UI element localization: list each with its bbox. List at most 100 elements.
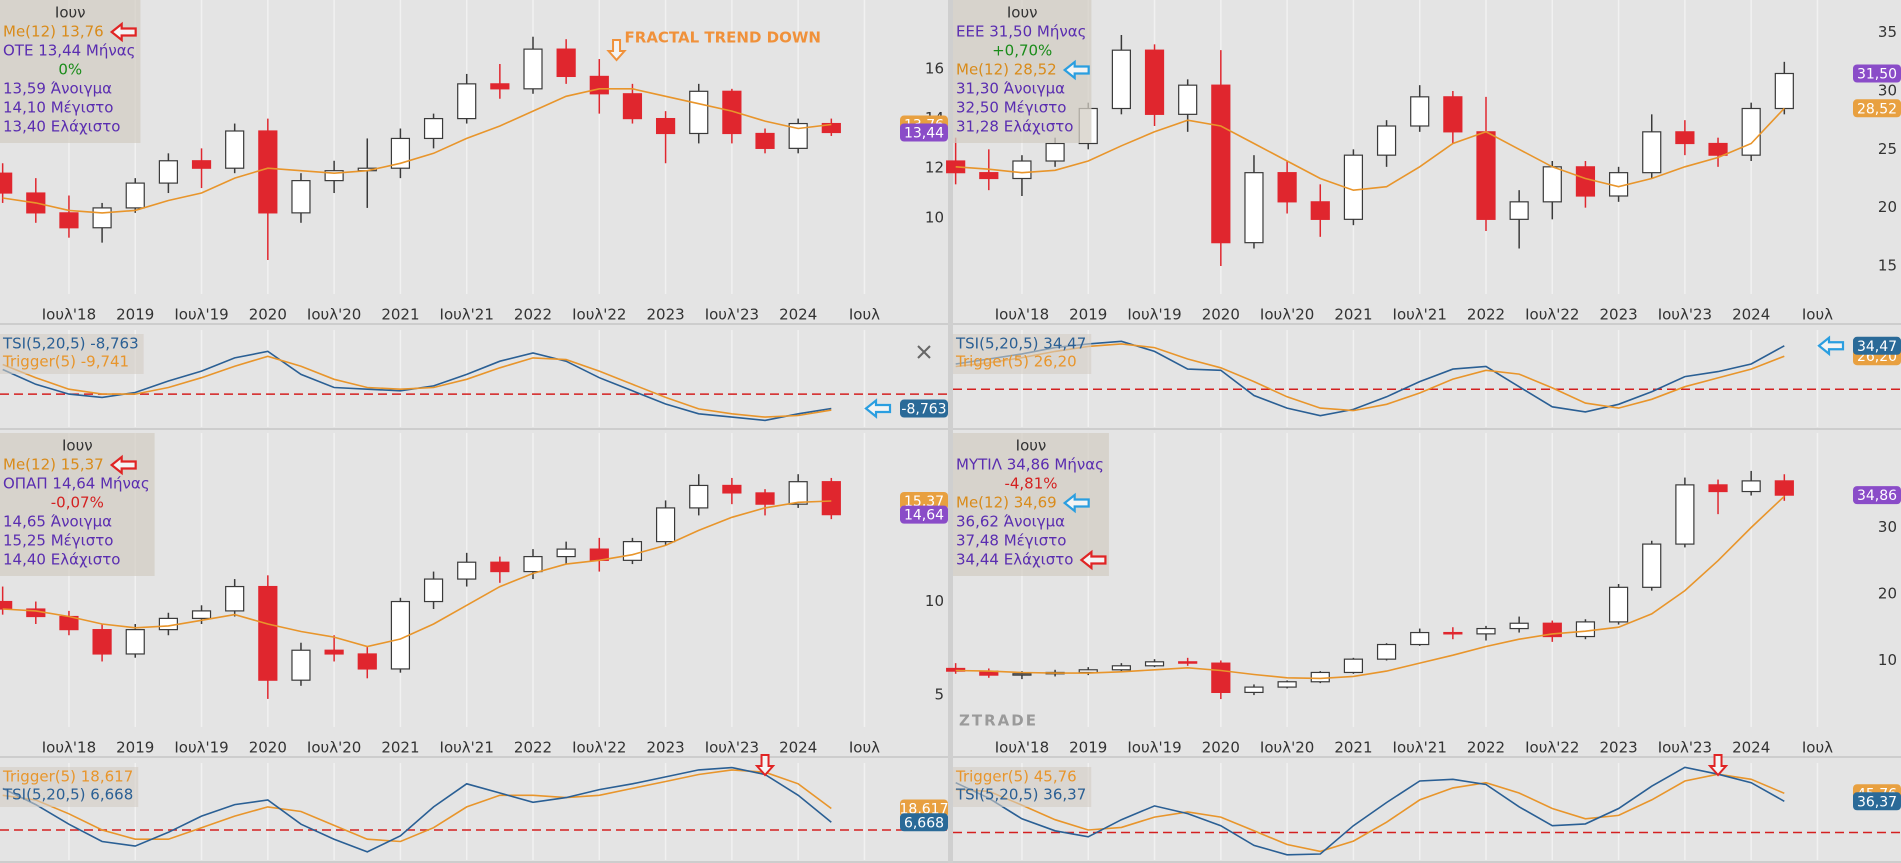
info-box [0, 433, 155, 576]
indicator-tag [900, 813, 948, 832]
info-box [0, 0, 141, 143]
candle-body [722, 484, 742, 494]
y-tick-label: 15 [1878, 257, 1897, 275]
info-text: +0,70% [992, 42, 1052, 60]
candle-body [1774, 480, 1794, 496]
y-tick-label: 35 [1878, 23, 1897, 41]
x-tick-label: 2022 [514, 739, 552, 757]
indicator-line [2, 769, 832, 843]
info-arrow [1079, 549, 1107, 571]
candle-body [1343, 658, 1364, 674]
candle-body [191, 610, 212, 619]
x-tick-label: Ιουλ'19 [1127, 306, 1181, 324]
legend-entry: TSI(5,20,5) -8,763 [2, 335, 139, 353]
candle-body [1277, 172, 1297, 203]
indicator-line [955, 766, 1785, 856]
x-tick-label: Ιουλ'22 [572, 739, 626, 757]
info-text: 37,48 Μέγιστο [956, 532, 1066, 550]
y-tick-label: 30 [1878, 82, 1897, 100]
close-button[interactable] [917, 345, 931, 359]
candle-body [1144, 49, 1165, 115]
indicator-tag [1853, 792, 1901, 811]
watermark: ZTRADE [959, 712, 1038, 730]
legend-entry: TSI(5,20,5) 36,37 [955, 786, 1086, 804]
x-tick-label: Ιουλ'23 [705, 306, 759, 324]
chart-panel: Ιουλ'18 2019 Ιουλ'19 2020 Ιουλ'20 2021 Ιουλ'21… [0, 0, 948, 430]
annotation-arrow [606, 39, 627, 62]
x-tick-label: 2023 [646, 739, 684, 757]
legend-entry: Trigger(5) 18,617 [2, 768, 133, 786]
x-tick-label: Ιουλ'21 [440, 306, 494, 324]
info-text: EEE 31,50 Μήνας [956, 23, 1086, 41]
candle-body [1211, 662, 1231, 694]
indicator-legend-box [953, 334, 1092, 374]
candle-body [556, 548, 576, 558]
signal-arrow [1707, 754, 1729, 777]
candle-body [1476, 627, 1496, 635]
candle-body [755, 492, 775, 505]
x-tick-label: 2023 [1599, 739, 1637, 757]
x-tick-label: Ιουλ'23 [1658, 739, 1712, 757]
info-text: 13,59 Άνοιγμα [3, 80, 112, 98]
candle-body [1642, 543, 1662, 588]
info-text: 32,50 Μέγιστο [956, 99, 1066, 117]
candle-body [655, 507, 676, 543]
legend-entry: Trigger(5) 26,20 [955, 353, 1077, 371]
indicator-legend-box [953, 767, 1092, 807]
candle-body [357, 653, 377, 670]
moving-average-line [955, 495, 1785, 680]
price-tag [900, 505, 948, 524]
y-tick-label: 10 [925, 592, 944, 610]
x-tick-label: Ιουλ'18 [995, 739, 1049, 757]
info-text: Ιουν [55, 4, 86, 22]
info-arrow [1062, 59, 1090, 81]
info-text: 15,25 Μέγιστο [3, 532, 113, 550]
chart-panel: Ιουλ'18 2019 Ιουλ'19 2020 Ιουλ'20 2021 Ιουλ'21… [0, 433, 949, 863]
moving-average-line [955, 107, 1785, 192]
candle-body [1741, 480, 1761, 493]
candle-body [390, 600, 411, 670]
info-text: ΟΤΕ 13,44 Μήνας [3, 42, 135, 60]
info-text: -4,81% [1004, 475, 1057, 493]
indicator-line [2, 355, 832, 418]
x-tick-label: 2024 [1732, 739, 1770, 757]
candle-body [92, 629, 112, 655]
x-tick-label: Ιουλ'22 [1525, 306, 1579, 324]
candle-body [523, 48, 543, 90]
price-tag-label: 28,52 [1857, 101, 1897, 117]
legend-entry: TSI(5,20,5) 6,668 [2, 786, 133, 804]
moving-average-line [2, 88, 832, 214]
x-tick-label: Ιουλ'21 [440, 739, 494, 757]
indicator-tag-label: -8,763 [901, 402, 946, 418]
info-text: 0% [58, 61, 82, 79]
x-tick-label: Ιουλ [1802, 739, 1833, 757]
candle-body [1708, 142, 1728, 156]
y-tick-label: 5 [934, 686, 944, 704]
x-tick-label: 2024 [779, 306, 817, 324]
x-tick-label: 2022 [1467, 739, 1505, 757]
candle-body [1542, 166, 1562, 203]
price-tag [1853, 64, 1901, 83]
candle-body [423, 117, 444, 140]
x-tick-label: 2020 [1202, 306, 1240, 324]
info-text: Me(12) 15,37 [3, 456, 104, 474]
info-arrow [109, 454, 137, 476]
candle-body [0, 600, 13, 610]
candle-body [1509, 622, 1529, 630]
candle-body [1675, 131, 1695, 145]
candle-body [158, 617, 178, 631]
x-tick-label: Ιουλ'19 [174, 306, 228, 324]
y-tick-label: 12 [925, 159, 944, 177]
candle-body [0, 172, 13, 194]
candle-body [1178, 661, 1198, 664]
x-tick-label: Ιουλ'18 [995, 306, 1049, 324]
info-text: ΟΠΑΠ 14,64 Μήνας [3, 475, 150, 493]
candle-body [92, 207, 112, 229]
signal-arrow [754, 754, 776, 777]
indicator-tag [900, 399, 948, 418]
x-tick-label: Ιουλ'22 [572, 306, 626, 324]
info-text: 14,10 Μέγιστο [3, 99, 113, 117]
candle-body [158, 160, 178, 184]
